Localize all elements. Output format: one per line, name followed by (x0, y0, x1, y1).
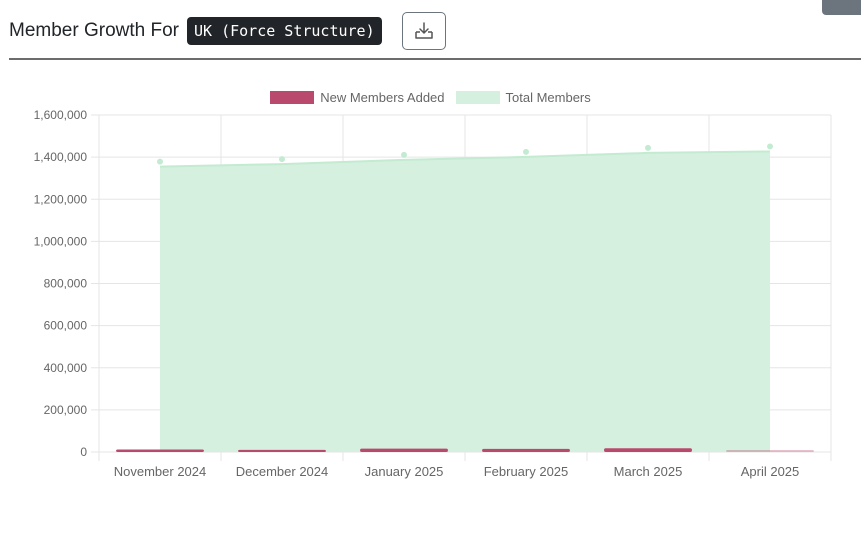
total-members-point (523, 148, 529, 155)
header: Member Growth For UK (Force Structure) (9, 12, 861, 60)
legend-swatch-total-members (455, 90, 500, 104)
x-tick-label: April 2025 (741, 464, 800, 479)
total-members-point (645, 144, 651, 151)
top-right-tab[interactable] (822, 0, 861, 15)
total-members-point (767, 143, 773, 150)
legend-item-total-members[interactable]: Total Members (455, 89, 591, 105)
scope-badge: UK (Force Structure) (187, 17, 382, 45)
y-tick-label: 200,000 (44, 403, 88, 417)
y-tick-label: 400,000 (44, 361, 88, 375)
total-members-area (160, 151, 770, 453)
legend-label-total-members: Total Members (505, 89, 591, 105)
total-members-line (159, 150, 771, 168)
y-tick-label: 1,400,000 (34, 150, 88, 164)
new-members-bar (604, 448, 692, 452)
x-tick-label: December 2024 (236, 464, 329, 479)
page-title: Member Growth For (9, 20, 179, 41)
new-members-bar (726, 450, 814, 452)
x-tick-label: February 2025 (484, 464, 569, 479)
y-tick-label: 1,000,000 (34, 234, 88, 248)
y-tick-label: 600,000 (44, 319, 88, 333)
download-button[interactable] (402, 12, 446, 50)
new-members-bar (238, 449, 326, 452)
y-tick-label: 800,000 (44, 277, 88, 291)
legend-label-new-members: New Members Added (320, 89, 445, 105)
y-tick-label: 0 (80, 445, 87, 459)
download-icon (415, 22, 433, 39)
chart-legend: New Members Added Total Members (0, 89, 861, 105)
x-tick-label: January 2025 (365, 464, 444, 479)
new-members-bar (116, 449, 204, 452)
total-members-point (401, 151, 407, 158)
x-tick-label: March 2025 (614, 464, 683, 479)
new-members-bar (482, 448, 570, 452)
legend-swatch-new-members (270, 90, 315, 104)
y-tick-label: 1,600,000 (34, 108, 88, 122)
total-members-point (279, 156, 285, 163)
new-members-bar (360, 448, 448, 452)
legend-item-new-members[interactable]: New Members Added (270, 89, 445, 105)
y-tick-label: 1,200,000 (34, 192, 88, 206)
total-members-point (157, 158, 163, 165)
x-tick-label: November 2024 (114, 464, 207, 479)
